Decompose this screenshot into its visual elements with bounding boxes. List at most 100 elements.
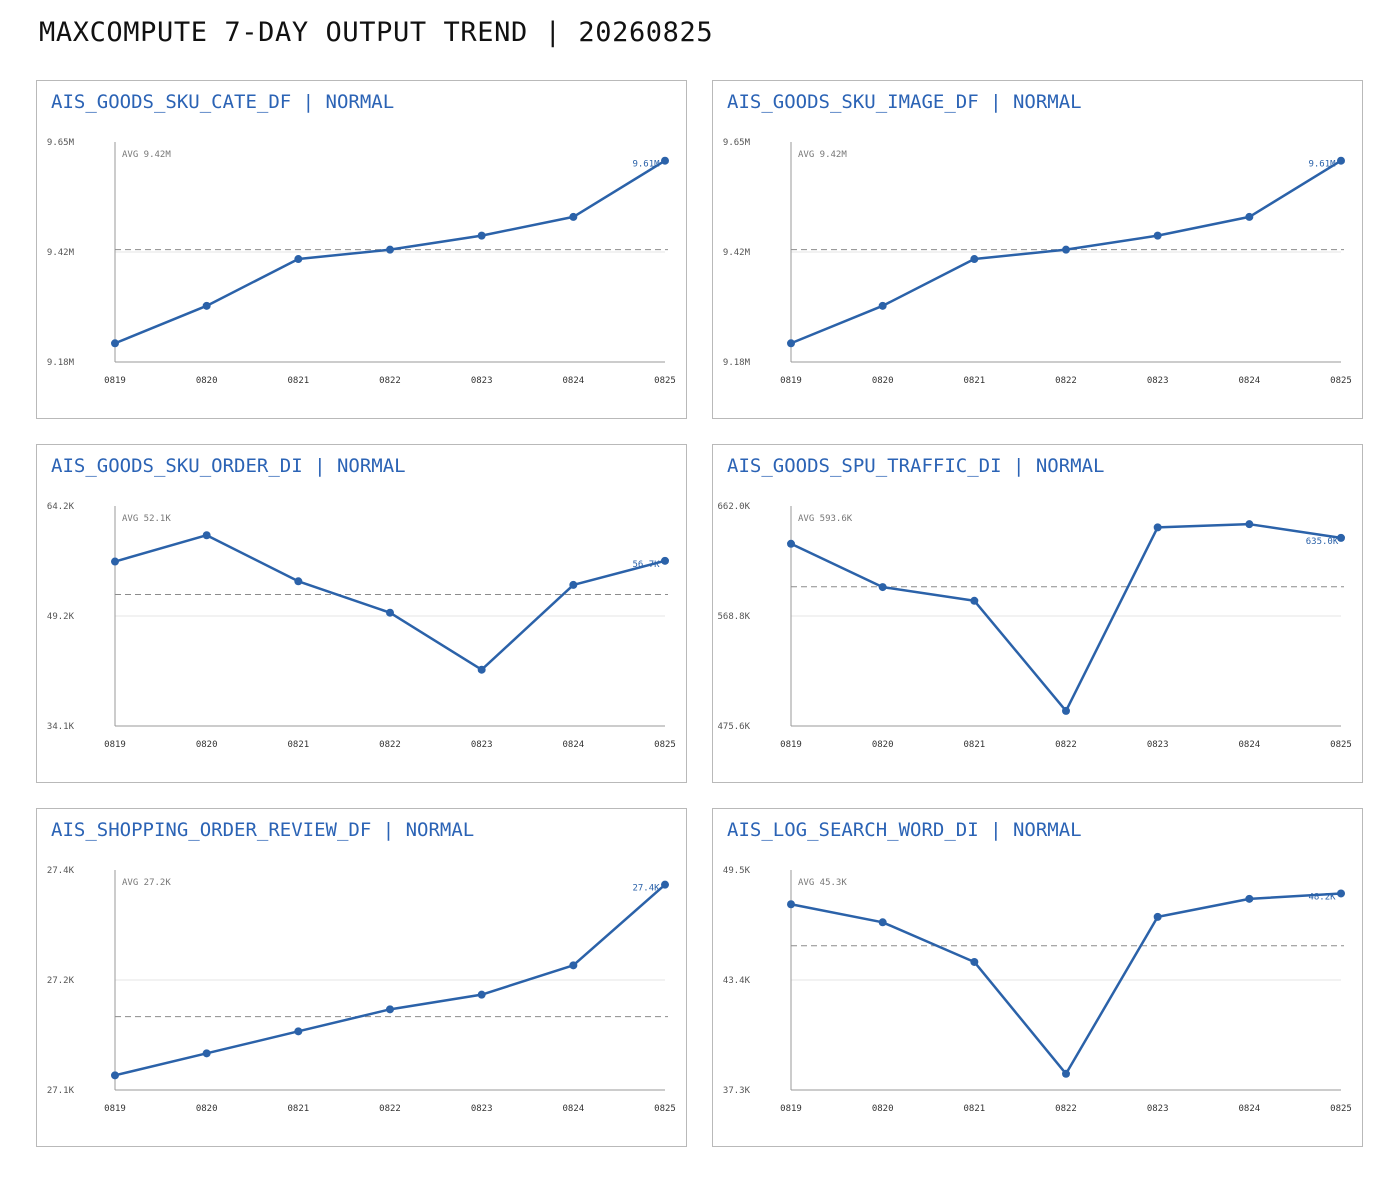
data-point xyxy=(970,255,979,264)
x-tick-label: 0821 xyxy=(963,1104,985,1114)
x-tick-label: 0820 xyxy=(872,740,894,750)
chart-panel: AIS_GOODS_SKU_IMAGE_DF | NORMAL 9.65M 9.42… xyxy=(712,80,1363,419)
series-line xyxy=(790,892,1342,1076)
x-tick-label: 0822 xyxy=(379,1104,401,1114)
y-tick-label: 27.2K xyxy=(47,976,75,986)
chart-title: AIS_GOODS_SKU_IMAGE_DF | NORMAL xyxy=(727,91,1082,113)
x-tick-label: 0824 xyxy=(562,1104,584,1114)
last-value-label: 635.0K xyxy=(1306,537,1339,547)
data-point xyxy=(569,961,578,970)
x-tick-label: 0825 xyxy=(654,376,676,386)
line-chart: 9.65M 9.42M 9.18M 0819 0820 0821 0822 0823 0824 0… xyxy=(723,138,1352,386)
data-point xyxy=(661,556,669,565)
data-point xyxy=(970,957,979,966)
y-tick-label: 49.2K xyxy=(47,612,75,622)
chart-title: AIS_GOODS_SKU_ORDER_DI | NORMAL xyxy=(51,455,406,477)
y-tick-label: 9.65M xyxy=(723,138,751,148)
data-point xyxy=(386,1005,394,1014)
y-tick-label: 662.0K xyxy=(717,502,750,512)
data-point xyxy=(111,339,119,348)
y-tick-label: 37.3K xyxy=(723,1086,751,1096)
x-tick-label: 0824 xyxy=(1238,1104,1260,1114)
x-tick-label: 0822 xyxy=(1055,740,1077,750)
x-tick-label: 0825 xyxy=(1330,740,1352,750)
x-tick-label: 0824 xyxy=(562,740,584,750)
data-point xyxy=(294,577,303,586)
chart-panel: AIS_LOG_SEARCH_WORD_DI | NORMAL 49.5K 43.4… xyxy=(712,808,1363,1147)
avg-label: AVG 45.3K xyxy=(798,878,847,888)
chart-title: AIS_LOG_SEARCH_WORD_DI | NORMAL xyxy=(727,819,1082,841)
data-point xyxy=(111,557,119,566)
y-tick-label: 43.4K xyxy=(723,976,751,986)
data-point xyxy=(787,339,795,348)
y-tick-label: 9.42M xyxy=(723,248,751,258)
data-point xyxy=(661,156,669,165)
y-tick-label: 64.2K xyxy=(47,502,75,512)
data-point xyxy=(1153,523,1162,532)
chart-panel: AIS_SHOPPING_ORDER_REVIEW_DF | NORMAL 27.… xyxy=(36,808,687,1147)
x-tick-label: 0821 xyxy=(963,376,985,386)
last-value-label: 48.2K xyxy=(1308,892,1336,902)
last-value-label: 9.61M xyxy=(632,160,660,170)
x-tick-label: 0825 xyxy=(1330,1104,1352,1114)
x-tick-label: 0819 xyxy=(104,740,126,750)
last-value-label: 27.4K xyxy=(632,884,660,894)
series-line xyxy=(114,533,666,671)
data-point xyxy=(1062,245,1070,254)
data-point xyxy=(1245,520,1254,529)
chart-panel: AIS_GOODS_SPU_TRAFFIC_DI | NORMAL 662.0K 5… xyxy=(712,444,1363,783)
data-point xyxy=(202,301,211,310)
x-tick-label: 0821 xyxy=(963,740,985,750)
data-point xyxy=(787,539,795,548)
data-point xyxy=(111,1071,119,1080)
data-point xyxy=(1153,912,1162,921)
data-point xyxy=(569,580,578,589)
x-tick-label: 0820 xyxy=(196,740,218,750)
data-point xyxy=(878,301,887,310)
line-chart: 27.4K 27.2K 27.1K 0819 0820 0821 0822 0823 0824 0… xyxy=(47,866,676,1114)
x-tick-label: 0824 xyxy=(562,376,584,386)
data-point xyxy=(970,596,979,605)
data-point xyxy=(386,245,394,254)
y-tick-label: 9.18M xyxy=(723,358,751,368)
last-value-label: 56.7K xyxy=(632,560,660,570)
x-tick-label: 0820 xyxy=(196,1104,218,1114)
avg-label: AVG 52.1K xyxy=(122,514,171,524)
x-tick-label: 0819 xyxy=(780,1104,802,1114)
chart-title: AIS_GOODS_SPU_TRAFFIC_DI | NORMAL xyxy=(727,455,1105,477)
y-tick-label: 34.1K xyxy=(47,722,75,732)
data-point xyxy=(1337,533,1345,542)
data-point xyxy=(878,918,887,927)
x-tick-label: 0825 xyxy=(654,1104,676,1114)
y-tick-label: 27.1K xyxy=(47,1086,75,1096)
y-tick-label: 9.18M xyxy=(47,358,75,368)
avg-label: AVG 593.6K xyxy=(798,514,853,524)
y-tick-label: 568.8K xyxy=(717,612,750,622)
x-tick-label: 0820 xyxy=(872,376,894,386)
series-line xyxy=(790,522,1342,713)
x-tick-label: 0825 xyxy=(1330,376,1352,386)
x-tick-label: 0823 xyxy=(471,1104,493,1114)
x-tick-label: 0823 xyxy=(1147,1104,1169,1114)
data-point xyxy=(477,231,486,240)
data-point xyxy=(1153,231,1162,240)
x-tick-label: 0822 xyxy=(379,376,401,386)
x-tick-label: 0824 xyxy=(1238,376,1260,386)
data-point xyxy=(1245,894,1254,903)
y-tick-label: 9.65M xyxy=(47,138,75,148)
data-point xyxy=(1245,212,1254,221)
page-title: MAXCOMPUTE 7-DAY OUTPUT TREND | 20260825 xyxy=(39,17,714,48)
data-point xyxy=(294,255,303,264)
data-point xyxy=(878,583,887,592)
data-point xyxy=(1062,706,1070,715)
x-tick-label: 0819 xyxy=(780,376,802,386)
chart-title: AIS_SHOPPING_ORDER_REVIEW_DF | NORMAL xyxy=(51,819,475,841)
y-tick-label: 475.6K xyxy=(717,722,750,732)
data-point xyxy=(1062,1069,1070,1078)
x-tick-label: 0819 xyxy=(104,1104,126,1114)
x-tick-label: 0822 xyxy=(1055,1104,1077,1114)
y-tick-label: 27.4K xyxy=(47,866,75,876)
x-tick-label: 0822 xyxy=(379,740,401,750)
y-tick-label: 9.42M xyxy=(47,248,75,258)
x-tick-label: 0819 xyxy=(780,740,802,750)
